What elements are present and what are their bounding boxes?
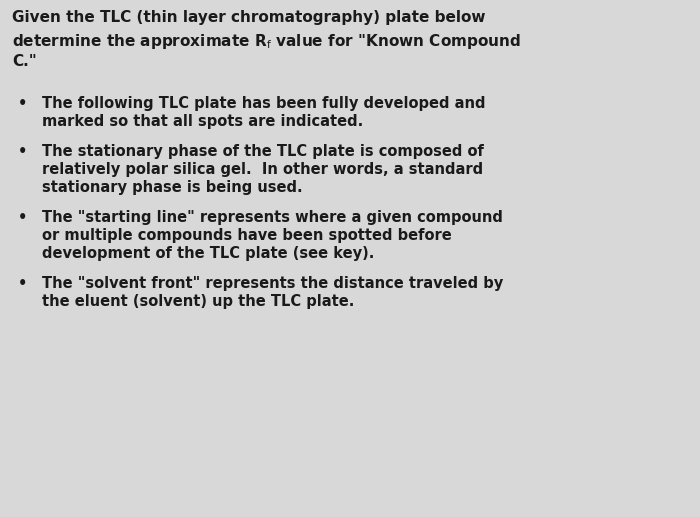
Text: The "solvent front" represents the distance traveled by: The "solvent front" represents the dista… bbox=[42, 276, 503, 291]
Text: •: • bbox=[18, 144, 27, 159]
Text: •: • bbox=[18, 210, 27, 225]
Text: the eluent (solvent) up the TLC plate.: the eluent (solvent) up the TLC plate. bbox=[42, 294, 354, 309]
Text: marked so that all spots are indicated.: marked so that all spots are indicated. bbox=[42, 114, 363, 129]
Text: relatively polar silica gel.  In other words, a standard: relatively polar silica gel. In other wo… bbox=[42, 162, 483, 177]
Text: C.": C." bbox=[12, 54, 36, 69]
Text: Given the TLC (thin layer chromatography) plate below: Given the TLC (thin layer chromatography… bbox=[12, 10, 486, 25]
Text: The stationary phase of the TLC plate is composed of: The stationary phase of the TLC plate is… bbox=[42, 144, 484, 159]
Text: development of the TLC plate (see key).: development of the TLC plate (see key). bbox=[42, 246, 374, 261]
Text: or multiple compounds have been spotted before: or multiple compounds have been spotted … bbox=[42, 228, 452, 243]
Text: •: • bbox=[18, 276, 27, 291]
Text: The "starting line" represents where a given compound: The "starting line" represents where a g… bbox=[42, 210, 503, 225]
Text: stationary phase is being used.: stationary phase is being used. bbox=[42, 180, 302, 195]
Text: •: • bbox=[18, 96, 27, 111]
Text: The following TLC plate has been fully developed and: The following TLC plate has been fully d… bbox=[42, 96, 486, 111]
Text: determine the approximate $\mathbf{R_{\rm f}}$ value for "Known Compound: determine the approximate $\mathbf{R_{\r… bbox=[12, 32, 521, 51]
